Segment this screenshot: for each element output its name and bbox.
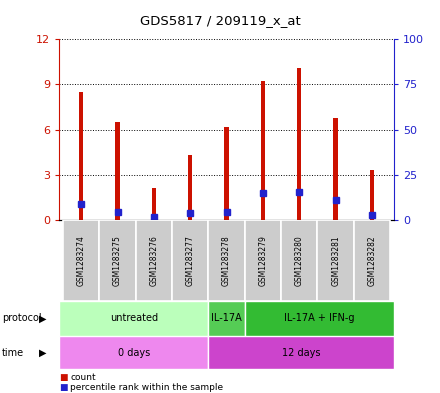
Bar [245,220,281,301]
Bar [224,127,229,220]
Bar [261,81,265,220]
Bar [172,220,209,301]
Text: GDS5817 / 209119_x_at: GDS5817 / 209119_x_at [139,14,301,27]
Bar [354,220,390,301]
Text: GSM1283281: GSM1283281 [331,235,340,286]
Text: protocol: protocol [2,313,42,323]
Text: GSM1283278: GSM1283278 [222,235,231,286]
Text: IL-17A + IFN-g: IL-17A + IFN-g [284,313,355,323]
Text: time: time [2,348,24,358]
Text: GSM1283275: GSM1283275 [113,235,122,286]
Text: GSM1283274: GSM1283274 [77,235,86,286]
Text: 0 days: 0 days [117,348,150,358]
Text: 12 days: 12 days [282,348,320,358]
Text: ▶: ▶ [39,313,47,323]
Text: GSM1283277: GSM1283277 [186,235,195,286]
Text: ▶: ▶ [39,348,47,358]
Text: ■: ■ [59,373,68,382]
Bar [245,301,394,336]
Bar [209,220,245,301]
Text: count: count [70,373,96,382]
Bar [208,336,394,369]
Bar [115,122,120,220]
Bar [208,301,245,336]
Text: GSM1283279: GSM1283279 [258,235,268,286]
Text: untreated: untreated [110,313,158,323]
Bar [334,118,338,220]
Bar [59,336,208,369]
Bar [79,92,84,220]
Bar [152,188,156,220]
Text: GSM1283280: GSM1283280 [295,235,304,286]
Bar [63,220,99,301]
Bar [297,68,301,220]
Bar [136,220,172,301]
Text: IL-17A: IL-17A [211,313,242,323]
Bar [370,171,374,220]
Bar [188,155,192,220]
Text: GSM1283282: GSM1283282 [367,235,377,286]
Text: GSM1283276: GSM1283276 [150,235,158,286]
Bar [59,301,208,336]
Bar [318,220,354,301]
Bar [99,220,136,301]
Text: ■: ■ [59,383,68,391]
Text: percentile rank within the sample: percentile rank within the sample [70,383,224,391]
Bar [281,220,318,301]
